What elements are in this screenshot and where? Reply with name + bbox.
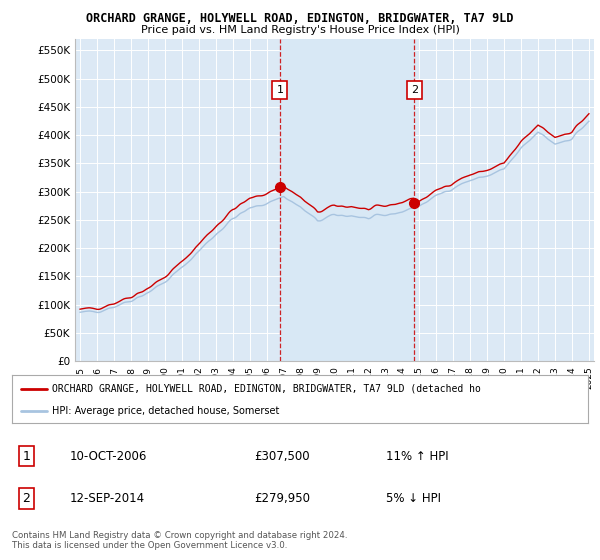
Text: 1: 1 (277, 85, 283, 95)
Text: 12-SEP-2014: 12-SEP-2014 (70, 492, 145, 505)
Text: £279,950: £279,950 (254, 492, 310, 505)
Text: 11% ↑ HPI: 11% ↑ HPI (386, 450, 449, 463)
Text: 1: 1 (22, 450, 31, 463)
Text: HPI: Average price, detached house, Somerset: HPI: Average price, detached house, Some… (52, 406, 280, 416)
Text: 5% ↓ HPI: 5% ↓ HPI (386, 492, 442, 505)
Text: 2: 2 (411, 85, 418, 95)
Bar (280, 39, 415, 361)
Text: 2: 2 (22, 492, 31, 505)
Text: Price paid vs. HM Land Registry's House Price Index (HPI): Price paid vs. HM Land Registry's House … (140, 25, 460, 35)
Text: ORCHARD GRANGE, HOLYWELL ROAD, EDINGTON, BRIDGWATER, TA7 9LD: ORCHARD GRANGE, HOLYWELL ROAD, EDINGTON,… (86, 12, 514, 25)
Text: Contains HM Land Registry data © Crown copyright and database right 2024.
This d: Contains HM Land Registry data © Crown c… (12, 531, 347, 550)
Text: 10-OCT-2006: 10-OCT-2006 (70, 450, 147, 463)
Text: £307,500: £307,500 (254, 450, 310, 463)
Text: ORCHARD GRANGE, HOLYWELL ROAD, EDINGTON, BRIDGWATER, TA7 9LD (detached ho: ORCHARD GRANGE, HOLYWELL ROAD, EDINGTON,… (52, 384, 481, 394)
